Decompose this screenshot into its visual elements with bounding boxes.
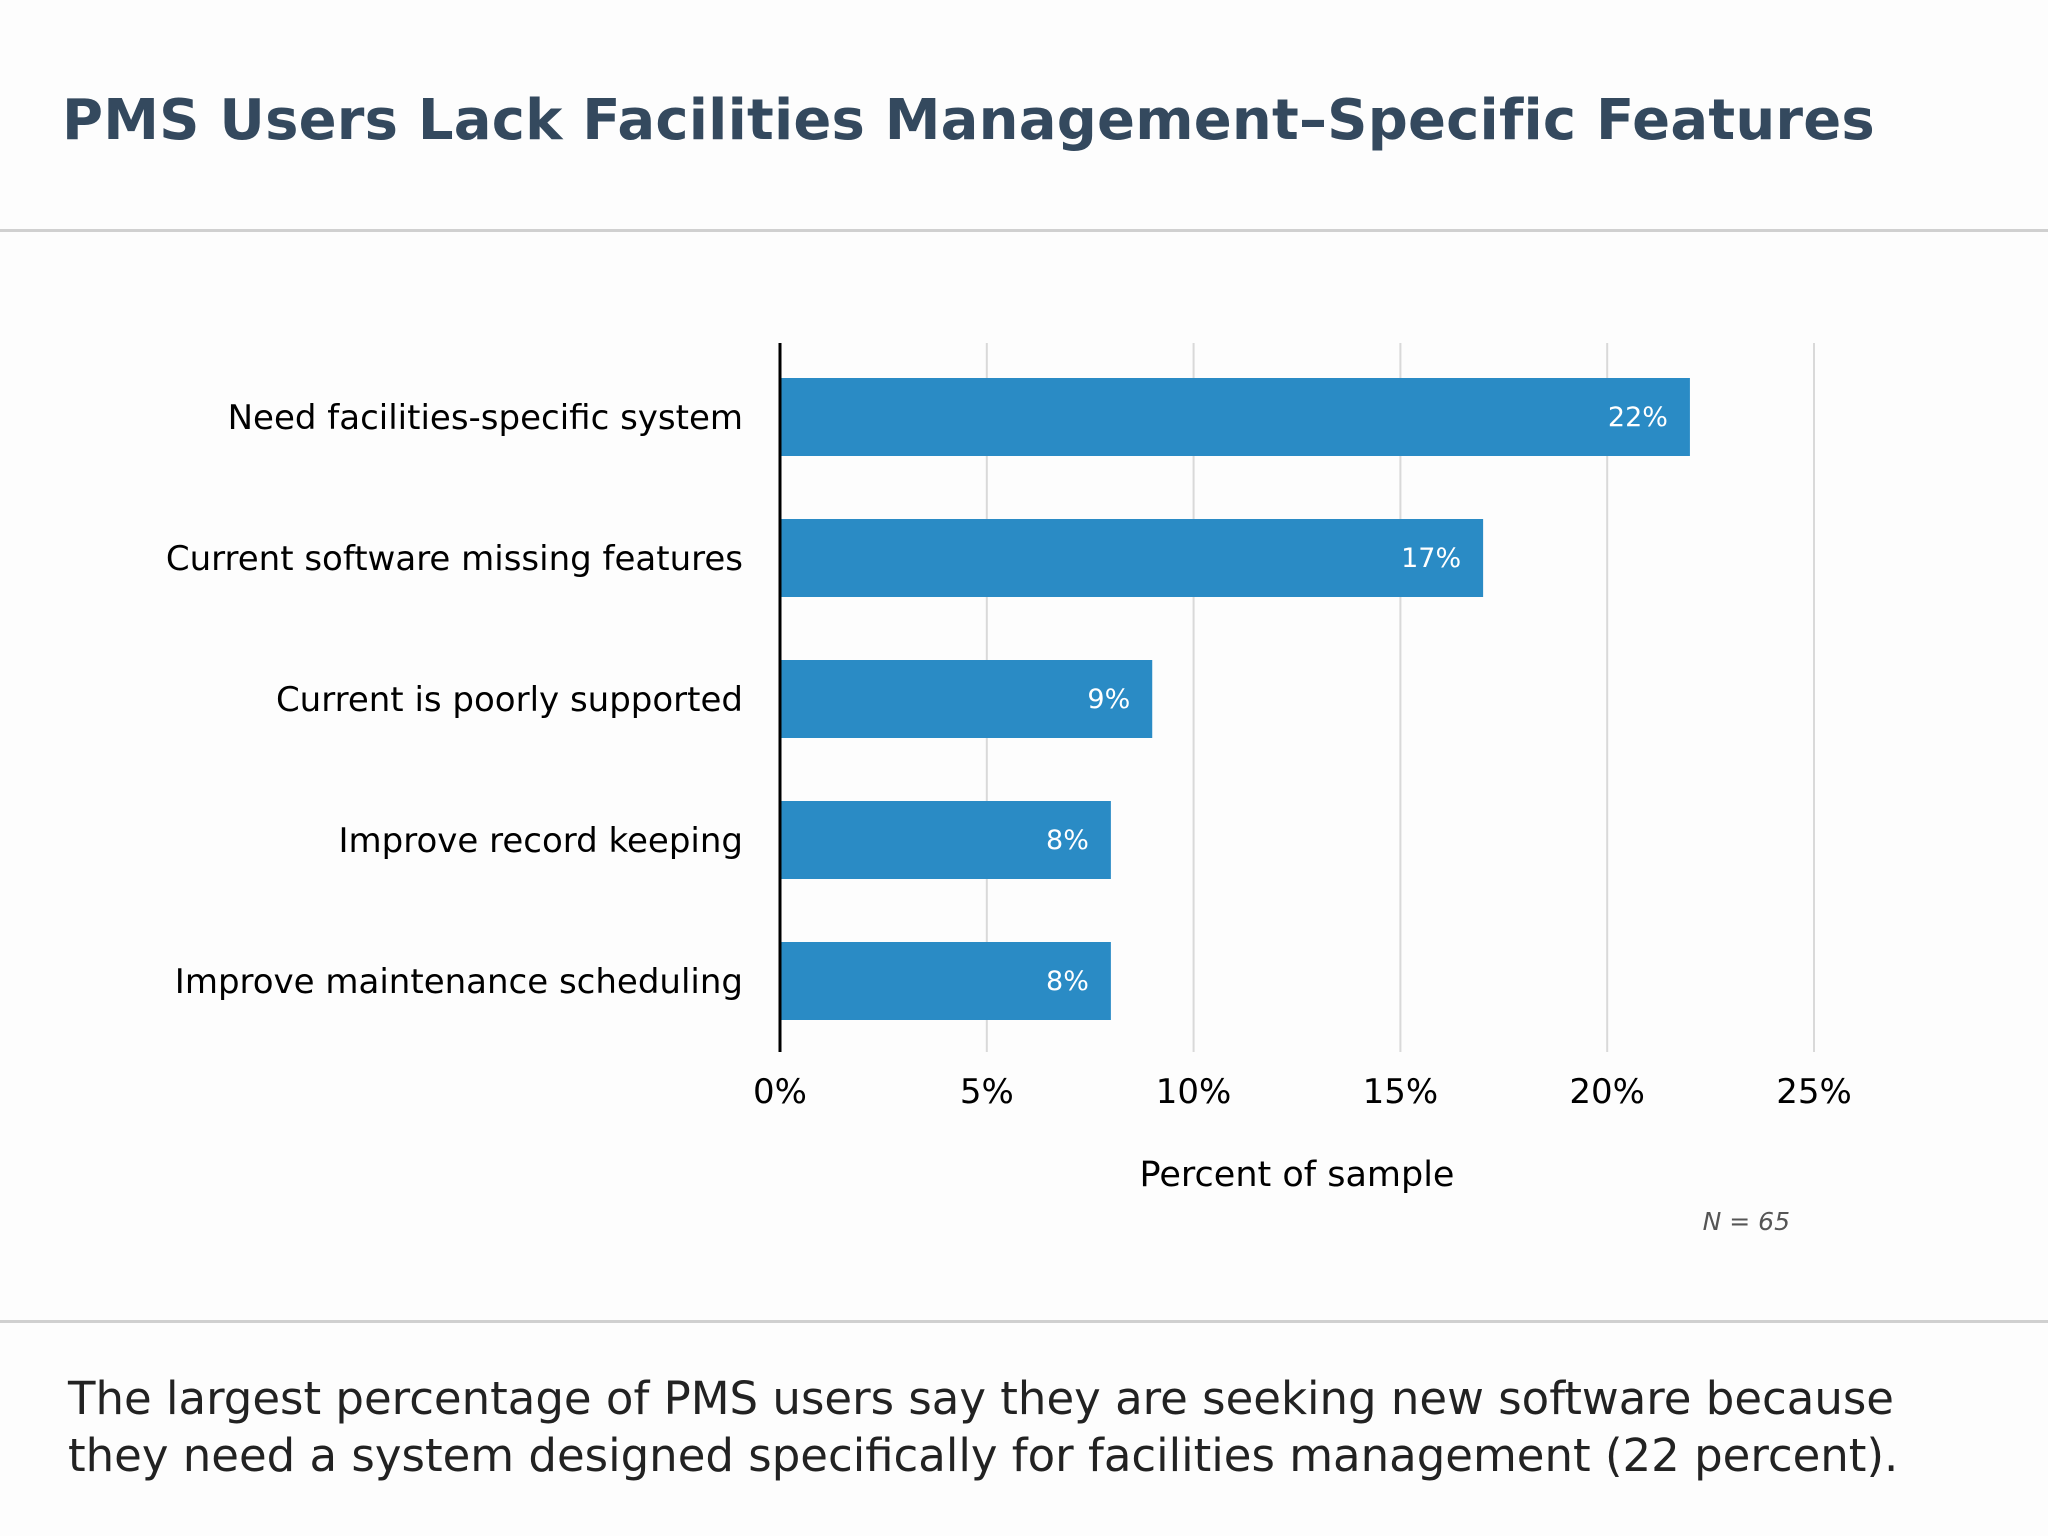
x-tick-label: 5%	[960, 1072, 1014, 1112]
x-tick-label: 20%	[1569, 1072, 1645, 1112]
bar-value-label: 22%	[1608, 402, 1668, 433]
bar-value-label: 8%	[1046, 966, 1089, 997]
x-tick-label: 0%	[753, 1072, 807, 1112]
category-label: Improve maintenance scheduling	[175, 962, 743, 1002]
chart-caption: The largest percentage of PMS users say …	[68, 1372, 1899, 1482]
bar	[780, 519, 1484, 597]
bar-value-label: 17%	[1401, 543, 1461, 574]
x-tick-label: 25%	[1776, 1072, 1852, 1112]
bar	[780, 801, 1111, 879]
bar-chart: 22% Need facilities-specific system 17% Cur…	[166, 343, 1852, 1236]
category-label: Current is poorly supported	[276, 680, 743, 720]
bar	[780, 660, 1153, 738]
category-label: Need facilities-specific system	[228, 398, 743, 438]
sample-size-note: N = 65	[1703, 1207, 1790, 1236]
category-label: Improve record keeping	[339, 821, 744, 861]
top-divider	[0, 229, 2048, 232]
x-tick-label: 15%	[1363, 1072, 1439, 1112]
x-tick-label: 10%	[1156, 1072, 1232, 1112]
bar	[780, 942, 1111, 1020]
bar	[780, 378, 1690, 456]
bottom-divider	[0, 1320, 2048, 1323]
bar-value-label: 8%	[1046, 825, 1089, 856]
bar-value-label: 9%	[1087, 684, 1130, 715]
category-label: Current software missing features	[166, 539, 743, 579]
x-axis-title: Percent of sample	[1140, 1155, 1455, 1195]
chart-title: PMS Users Lack Facilities Management–Spe…	[62, 88, 1875, 153]
